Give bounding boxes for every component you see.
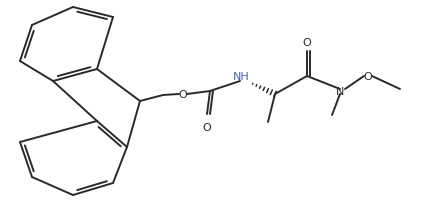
- Text: O: O: [203, 122, 211, 132]
- Text: NH: NH: [232, 72, 249, 82]
- Text: O: O: [364, 72, 372, 82]
- Text: O: O: [303, 38, 311, 48]
- Text: O: O: [178, 89, 187, 100]
- Text: N: N: [336, 87, 344, 97]
